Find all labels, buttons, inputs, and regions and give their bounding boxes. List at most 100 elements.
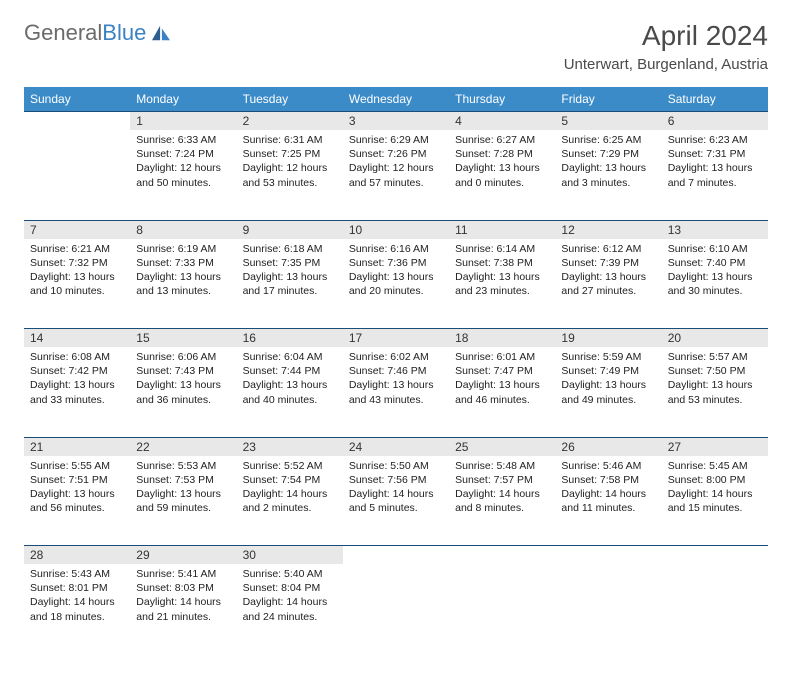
- sunset-text: Sunset: 7:49 PM: [561, 364, 655, 378]
- day-content-cell: Sunrise: 6:14 AMSunset: 7:38 PMDaylight:…: [449, 239, 555, 329]
- day-number-cell: 24: [343, 437, 449, 456]
- day-content-cell: Sunrise: 6:04 AMSunset: 7:44 PMDaylight:…: [237, 347, 343, 437]
- day-content-cell: Sunrise: 6:12 AMSunset: 7:39 PMDaylight:…: [555, 239, 661, 329]
- day-number-cell: 29: [130, 546, 236, 565]
- title-block: April 2024 Unterwart, Burgenland, Austri…: [564, 20, 768, 73]
- sunrise-text: Sunrise: 5:55 AM: [30, 459, 124, 473]
- day-number-cell: [449, 546, 555, 565]
- sunrise-text: Sunrise: 5:40 AM: [243, 567, 337, 581]
- day-number-cell: 2: [237, 112, 343, 131]
- daylight-text: Daylight: 13 hours and 46 minutes.: [455, 378, 549, 406]
- sunset-text: Sunset: 7:39 PM: [561, 256, 655, 270]
- daylight-text: Daylight: 13 hours and 3 minutes.: [561, 161, 655, 189]
- sunset-text: Sunset: 7:51 PM: [30, 473, 124, 487]
- sunset-text: Sunset: 8:00 PM: [668, 473, 762, 487]
- sunrise-text: Sunrise: 5:50 AM: [349, 459, 443, 473]
- day-content-cell: [662, 564, 768, 654]
- day-content-cell: Sunrise: 6:18 AMSunset: 7:35 PMDaylight:…: [237, 239, 343, 329]
- day-number-cell: [343, 546, 449, 565]
- sunset-text: Sunset: 7:53 PM: [136, 473, 230, 487]
- daylight-text: Daylight: 13 hours and 10 minutes.: [30, 270, 124, 298]
- day-content-cell: Sunrise: 6:08 AMSunset: 7:42 PMDaylight:…: [24, 347, 130, 437]
- day-content-row: Sunrise: 6:33 AMSunset: 7:24 PMDaylight:…: [24, 130, 768, 220]
- sunset-text: Sunset: 7:42 PM: [30, 364, 124, 378]
- sunset-text: Sunset: 7:29 PM: [561, 147, 655, 161]
- day-number-row: 282930: [24, 546, 768, 565]
- day-number-cell: 3: [343, 112, 449, 131]
- day-content-cell: [24, 130, 130, 220]
- daylight-text: Daylight: 13 hours and 0 minutes.: [455, 161, 549, 189]
- sunrise-text: Sunrise: 5:48 AM: [455, 459, 549, 473]
- day-number-cell: 17: [343, 329, 449, 348]
- day-content-cell: Sunrise: 6:33 AMSunset: 7:24 PMDaylight:…: [130, 130, 236, 220]
- sunrise-text: Sunrise: 6:06 AM: [136, 350, 230, 364]
- sunrise-text: Sunrise: 6:21 AM: [30, 242, 124, 256]
- sunrise-text: Sunrise: 5:46 AM: [561, 459, 655, 473]
- sunrise-text: Sunrise: 6:27 AM: [455, 133, 549, 147]
- daylight-text: Daylight: 13 hours and 36 minutes.: [136, 378, 230, 406]
- day-content-cell: Sunrise: 6:10 AMSunset: 7:40 PMDaylight:…: [662, 239, 768, 329]
- day-number-cell: 23: [237, 437, 343, 456]
- sunrise-text: Sunrise: 6:31 AM: [243, 133, 337, 147]
- sunset-text: Sunset: 8:04 PM: [243, 581, 337, 595]
- day-content-cell: Sunrise: 6:16 AMSunset: 7:36 PMDaylight:…: [343, 239, 449, 329]
- day-content-cell: [449, 564, 555, 654]
- sunrise-text: Sunrise: 6:29 AM: [349, 133, 443, 147]
- day-content-cell: Sunrise: 5:59 AMSunset: 7:49 PMDaylight:…: [555, 347, 661, 437]
- sunset-text: Sunset: 7:28 PM: [455, 147, 549, 161]
- sunset-text: Sunset: 7:24 PM: [136, 147, 230, 161]
- daylight-text: Daylight: 13 hours and 53 minutes.: [668, 378, 762, 406]
- day-number-cell: 30: [237, 546, 343, 565]
- day-content-cell: Sunrise: 5:52 AMSunset: 7:54 PMDaylight:…: [237, 456, 343, 546]
- day-number-row: 78910111213: [24, 220, 768, 239]
- daylight-text: Daylight: 14 hours and 8 minutes.: [455, 487, 549, 515]
- day-content-cell: Sunrise: 5:55 AMSunset: 7:51 PMDaylight:…: [24, 456, 130, 546]
- sunset-text: Sunset: 7:32 PM: [30, 256, 124, 270]
- day-content-cell: Sunrise: 6:06 AMSunset: 7:43 PMDaylight:…: [130, 347, 236, 437]
- daylight-text: Daylight: 13 hours and 30 minutes.: [668, 270, 762, 298]
- sunset-text: Sunset: 7:47 PM: [455, 364, 549, 378]
- day-content-cell: Sunrise: 5:40 AMSunset: 8:04 PMDaylight:…: [237, 564, 343, 654]
- day-content-cell: Sunrise: 5:57 AMSunset: 7:50 PMDaylight:…: [662, 347, 768, 437]
- day-content-cell: Sunrise: 5:41 AMSunset: 8:03 PMDaylight:…: [130, 564, 236, 654]
- sunrise-text: Sunrise: 5:43 AM: [30, 567, 124, 581]
- sunset-text: Sunset: 7:58 PM: [561, 473, 655, 487]
- weekday-header: Thursday: [449, 87, 555, 112]
- sunset-text: Sunset: 7:36 PM: [349, 256, 443, 270]
- day-number-cell: 16: [237, 329, 343, 348]
- sunset-text: Sunset: 7:25 PM: [243, 147, 337, 161]
- daylight-text: Daylight: 14 hours and 2 minutes.: [243, 487, 337, 515]
- day-number-cell: 21: [24, 437, 130, 456]
- day-number-cell: 7: [24, 220, 130, 239]
- day-number-row: 14151617181920: [24, 329, 768, 348]
- day-content-cell: Sunrise: 6:02 AMSunset: 7:46 PMDaylight:…: [343, 347, 449, 437]
- sunrise-text: Sunrise: 5:41 AM: [136, 567, 230, 581]
- sunrise-text: Sunrise: 6:01 AM: [455, 350, 549, 364]
- month-title: April 2024: [564, 20, 768, 52]
- sunrise-text: Sunrise: 6:14 AM: [455, 242, 549, 256]
- sunrise-text: Sunrise: 6:19 AM: [136, 242, 230, 256]
- sunset-text: Sunset: 7:57 PM: [455, 473, 549, 487]
- daylight-text: Daylight: 13 hours and 56 minutes.: [30, 487, 124, 515]
- daylight-text: Daylight: 13 hours and 7 minutes.: [668, 161, 762, 189]
- sunrise-text: Sunrise: 6:04 AM: [243, 350, 337, 364]
- sunrise-text: Sunrise: 6:33 AM: [136, 133, 230, 147]
- day-content-cell: Sunrise: 6:21 AMSunset: 7:32 PMDaylight:…: [24, 239, 130, 329]
- sunrise-text: Sunrise: 6:25 AM: [561, 133, 655, 147]
- sunset-text: Sunset: 7:35 PM: [243, 256, 337, 270]
- daylight-text: Daylight: 13 hours and 17 minutes.: [243, 270, 337, 298]
- sunset-text: Sunset: 7:46 PM: [349, 364, 443, 378]
- sunset-text: Sunset: 8:03 PM: [136, 581, 230, 595]
- daylight-text: Daylight: 14 hours and 24 minutes.: [243, 595, 337, 623]
- daylight-text: Daylight: 13 hours and 13 minutes.: [136, 270, 230, 298]
- daylight-text: Daylight: 12 hours and 50 minutes.: [136, 161, 230, 189]
- sunset-text: Sunset: 7:38 PM: [455, 256, 549, 270]
- sunrise-text: Sunrise: 6:12 AM: [561, 242, 655, 256]
- daylight-text: Daylight: 14 hours and 18 minutes.: [30, 595, 124, 623]
- logo-sail-icon: [150, 24, 172, 42]
- day-number-cell: 15: [130, 329, 236, 348]
- header: GeneralBlue April 2024 Unterwart, Burgen…: [24, 20, 768, 73]
- sunrise-text: Sunrise: 5:57 AM: [668, 350, 762, 364]
- weekday-header: Wednesday: [343, 87, 449, 112]
- day-content-cell: Sunrise: 6:01 AMSunset: 7:47 PMDaylight:…: [449, 347, 555, 437]
